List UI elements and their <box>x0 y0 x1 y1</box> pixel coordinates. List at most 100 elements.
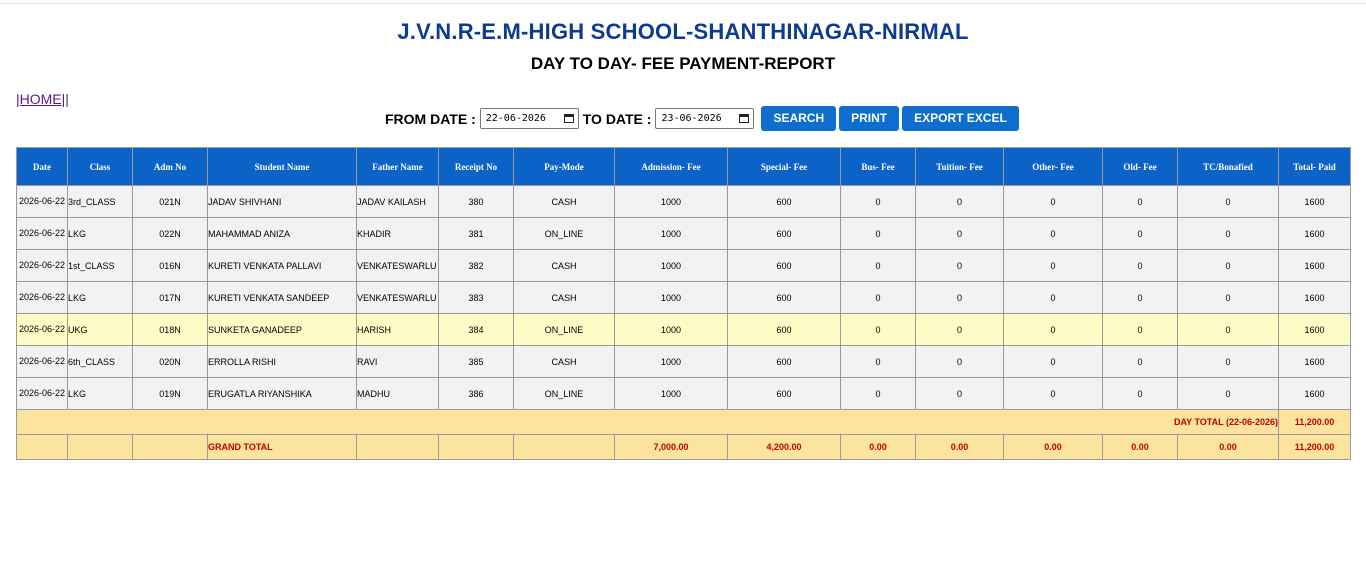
cell-adm-no: 022N <box>132 217 208 250</box>
cell-pay-mode: CASH <box>513 185 615 218</box>
column-header: Student Name <box>207 147 357 186</box>
cell-pay-mode: CASH <box>513 345 615 378</box>
empty-cell <box>132 434 208 460</box>
cell-student-name: ERUGATLA RIYANSHIKA <box>207 377 357 410</box>
cell-old-fee: 0 <box>1102 377 1178 410</box>
cell-adm-no: 017N <box>132 281 208 314</box>
column-header: Father Name <box>356 147 439 186</box>
cell-class: UKG <box>67 313 133 346</box>
cell-old-fee: 0 <box>1102 313 1178 346</box>
cell-student-name: ERROLLA RISHI <box>207 345 357 378</box>
cell-special-fee: 600 <box>727 249 841 282</box>
column-header: Class <box>67 147 133 186</box>
from-date-input[interactable]: 22-06-2026 <box>479 108 579 129</box>
column-header: Other- Fee <box>1003 147 1103 186</box>
search-button[interactable]: SEARCH <box>761 106 837 131</box>
grand-old-fee: 0.00 <box>1102 434 1178 460</box>
cell-father-name: JADAV KAILASH <box>356 185 439 218</box>
cell-adm-no: 020N <box>132 345 208 378</box>
cell-tc-bonafied: 0 <box>1177 345 1279 378</box>
cell-other-fee: 0 <box>1003 313 1103 346</box>
cell-old-fee: 0 <box>1102 281 1178 314</box>
date-filter-bar: FROM DATE : 22-06-2026 TO DATE : 23-06-2… <box>385 106 1019 131</box>
cell-date: 2026-06-22 <box>16 313 68 346</box>
column-header: TC/Bonafied <box>1177 147 1279 186</box>
calendar-icon[interactable] <box>563 114 574 123</box>
table-row: 2026-06-22 LKG 022N MAHAMMAD ANIZA KHADI… <box>16 217 1351 250</box>
cell-class: 1st_CLASS <box>67 249 133 282</box>
cell-receipt-no: 384 <box>438 313 514 346</box>
cell-tc-bonafied: 0 <box>1177 249 1279 282</box>
cell-admission-fee: 1000 <box>614 313 728 346</box>
column-header: Old- Fee <box>1102 147 1178 186</box>
grand-tuition-fee: 0.00 <box>915 434 1004 460</box>
cell-receipt-no: 380 <box>438 185 514 218</box>
cell-receipt-no: 386 <box>438 377 514 410</box>
cell-tuition-fee: 0 <box>915 281 1004 314</box>
cell-old-fee: 0 <box>1102 249 1178 282</box>
cell-tuition-fee: 0 <box>915 345 1004 378</box>
export-excel-button[interactable]: EXPORT EXCEL <box>902 106 1019 131</box>
cell-class: 3rd_CLASS <box>67 185 133 218</box>
cell-special-fee: 600 <box>727 281 841 314</box>
table-header-row: Date Class Adm No Student Name Father Na… <box>16 147 1351 186</box>
cell-adm-no: 021N <box>132 185 208 218</box>
cell-pay-mode: CASH <box>513 281 615 314</box>
column-header: Special- Fee <box>727 147 841 186</box>
cell-adm-no: 019N <box>132 377 208 410</box>
cell-special-fee: 600 <box>727 313 841 346</box>
cell-father-name: KHADIR <box>356 217 439 250</box>
empty-cell <box>67 434 133 460</box>
cell-admission-fee: 1000 <box>614 185 728 218</box>
cell-father-name: RAVI <box>356 345 439 378</box>
cell-other-fee: 0 <box>1003 345 1103 378</box>
cell-bus-fee: 0 <box>840 281 916 314</box>
cell-student-name: KURETI VENKATA PALLAVI <box>207 249 357 282</box>
top-divider <box>0 3 1366 4</box>
home-link[interactable]: |HOME|| <box>16 91 69 107</box>
cell-total-paid: 1600 <box>1278 217 1351 250</box>
cell-special-fee: 600 <box>727 185 841 218</box>
grand-admission-fee: 7,000.00 <box>614 434 728 460</box>
empty-cell <box>513 434 615 460</box>
empty-cell <box>438 434 514 460</box>
cell-admission-fee: 1000 <box>614 281 728 314</box>
column-header: Pay-Mode <box>513 147 615 186</box>
cell-bus-fee: 0 <box>840 185 916 218</box>
cell-tc-bonafied: 0 <box>1177 313 1279 346</box>
cell-other-fee: 0 <box>1003 185 1103 218</box>
cell-tuition-fee: 0 <box>915 249 1004 282</box>
cell-class: LKG <box>67 377 133 410</box>
cell-total-paid: 1600 <box>1278 249 1351 282</box>
grand-total-row: GRAND TOTAL 7,000.00 4,200.00 0.00 0.00 … <box>16 434 1351 460</box>
cell-admission-fee: 1000 <box>614 249 728 282</box>
cell-father-name: MADHU <box>356 377 439 410</box>
cell-admission-fee: 1000 <box>614 217 728 250</box>
cell-student-name: MAHAMMAD ANIZA <box>207 217 357 250</box>
grand-total-label: GRAND TOTAL <box>207 434 357 460</box>
cell-special-fee: 600 <box>727 377 841 410</box>
cell-special-fee: 600 <box>727 345 841 378</box>
cell-date: 2026-06-22 <box>16 281 68 314</box>
cell-old-fee: 0 <box>1102 217 1178 250</box>
day-total-value: 11,200.00 <box>1278 409 1351 435</box>
cell-tuition-fee: 0 <box>915 185 1004 218</box>
print-button[interactable]: PRINT <box>839 106 900 131</box>
cell-bus-fee: 0 <box>840 313 916 346</box>
grand-bus-fee: 0.00 <box>840 434 916 460</box>
empty-cell <box>16 434 68 460</box>
grand-total-paid: 11,200.00 <box>1278 434 1351 460</box>
table-row-highlighted: 2026-06-22 UKG 018N SUNKETA GANADEEP HAR… <box>16 313 1351 346</box>
cell-admission-fee: 1000 <box>614 377 728 410</box>
calendar-icon[interactable] <box>739 114 750 123</box>
to-date-label: TO DATE : <box>582 110 652 127</box>
cell-total-paid: 1600 <box>1278 345 1351 378</box>
to-date-input[interactable]: 23-06-2026 <box>655 108 755 129</box>
column-header: Admission- Fee <box>614 147 728 186</box>
cell-class: LKG <box>67 281 133 314</box>
empty-cell <box>356 434 439 460</box>
table-row: 2026-06-22 6th_CLASS 020N ERROLLA RISHI … <box>16 345 1351 378</box>
cell-other-fee: 0 <box>1003 249 1103 282</box>
cell-total-paid: 1600 <box>1278 281 1351 314</box>
cell-receipt-no: 382 <box>438 249 514 282</box>
